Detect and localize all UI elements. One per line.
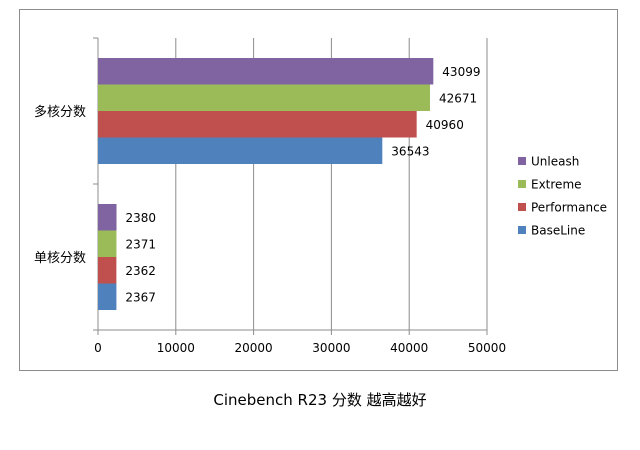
chart-caption: Cinebench R23 分数 越高越好 <box>213 391 427 409</box>
data-label: 2367 <box>125 290 156 304</box>
legend-label: Extreme <box>531 178 582 192</box>
y-category-label: 多核分数 <box>34 104 86 120</box>
bar <box>98 58 434 85</box>
legend-label: BaseLine <box>531 224 585 238</box>
x-tick-label: 0 <box>94 341 102 355</box>
legend-swatch <box>518 157 526 165</box>
bar <box>98 84 430 111</box>
bar <box>98 111 417 138</box>
bar <box>98 230 117 257</box>
legend-label: Performance <box>531 201 607 215</box>
data-label: 42671 <box>439 91 477 105</box>
legend-swatch <box>518 226 526 234</box>
x-tick-label: 50000 <box>468 341 506 355</box>
data-label: 2362 <box>125 264 156 278</box>
bar <box>98 257 117 284</box>
data-label: 2371 <box>125 237 156 251</box>
data-label: 43099 <box>442 65 480 79</box>
legend-swatch <box>518 203 526 211</box>
legend-label: Unleash <box>531 155 579 169</box>
bar <box>98 204 117 231</box>
data-label: 2380 <box>126 211 157 225</box>
x-tick-label: 40000 <box>390 341 428 355</box>
x-tick-label: 10000 <box>157 341 195 355</box>
x-tick-label: 30000 <box>312 341 350 355</box>
bar <box>98 283 117 310</box>
y-category-label: 单核分数 <box>34 251 86 266</box>
bar <box>98 137 383 164</box>
x-tick-label: 20000 <box>235 341 273 355</box>
data-label: 40960 <box>426 118 464 132</box>
legend-swatch <box>518 180 526 188</box>
data-label: 36543 <box>391 144 429 158</box>
